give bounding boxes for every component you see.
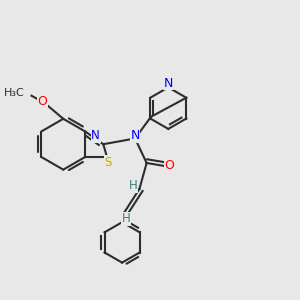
Text: H: H (129, 179, 137, 192)
Text: O: O (37, 95, 47, 108)
Text: H₃C: H₃C (4, 88, 24, 98)
Text: O: O (164, 159, 174, 172)
Text: N: N (130, 129, 140, 142)
Text: N: N (164, 76, 173, 89)
Text: N: N (92, 129, 100, 142)
Text: H: H (122, 212, 130, 225)
Text: S: S (105, 156, 112, 169)
